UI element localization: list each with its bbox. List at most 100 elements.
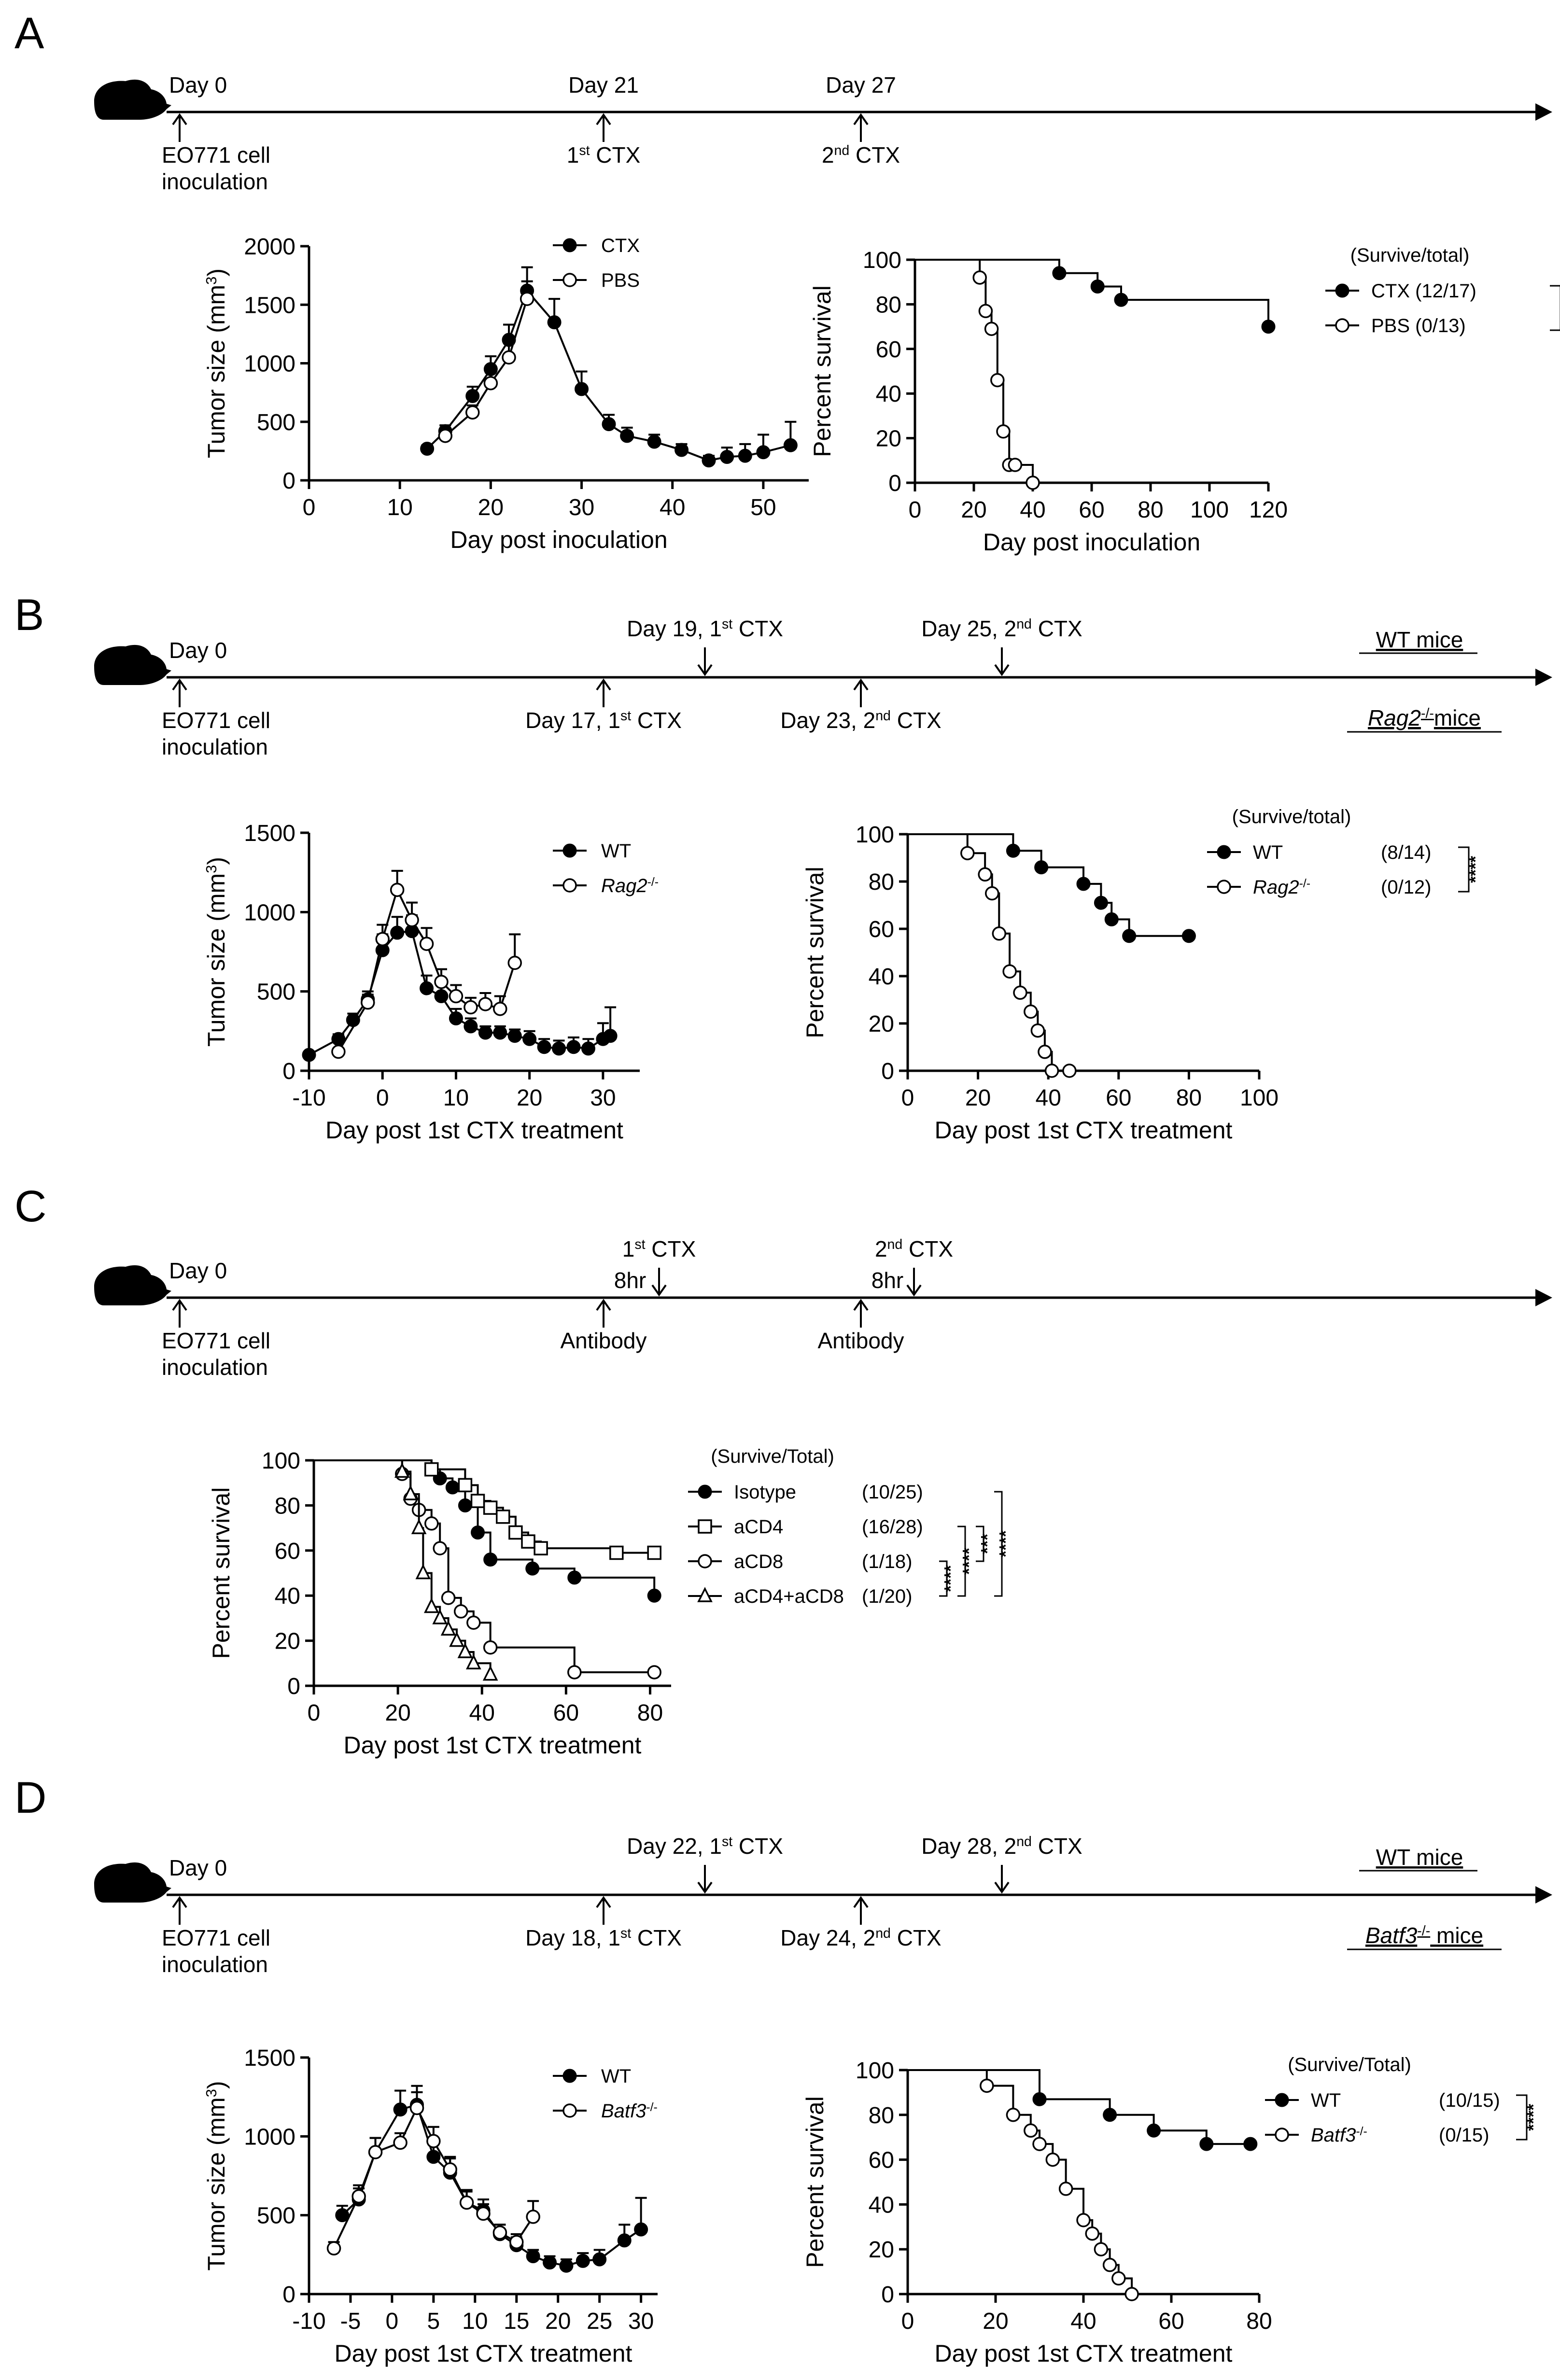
legend-marker [698, 1554, 712, 1568]
censor-mark [609, 1545, 624, 1560]
timeline-arrowhead [1535, 103, 1552, 121]
data-point [361, 995, 375, 1010]
significance-label: **** [1523, 2104, 1543, 2131]
censor-mark [482, 1665, 498, 1681]
y-tick-label: 100 [863, 248, 901, 273]
data-point [620, 429, 634, 443]
censor-mark [1104, 912, 1119, 926]
y-axis-label: Tumor size (mm3) [203, 2081, 230, 2270]
timeline-arrowhead [1535, 1886, 1552, 1904]
x-tick-label: 10 [387, 495, 412, 520]
legend-marker [697, 1587, 713, 1602]
series-pbs [438, 280, 534, 443]
data-point [603, 1029, 618, 1043]
data-point [483, 376, 498, 391]
data-point [375, 932, 390, 946]
x-tick-label: 30 [590, 1085, 616, 1111]
y-axis-label: Tumor size (mm3) [203, 268, 230, 458]
data-point [575, 382, 589, 396]
censor-mark [1062, 1064, 1077, 1078]
mouse-icon [94, 644, 171, 685]
group-label-top: WT mice [1376, 1845, 1463, 1870]
chart-d-1: -10 -5 0 5 10 15 20 25 30 0 500 1000 1500 Day post 1s… [203, 2045, 658, 2367]
censor-mark [440, 1620, 456, 1636]
data-point [393, 2102, 408, 2117]
x-tick-label: 0 [901, 1085, 914, 1111]
censor-mark [1147, 2123, 1161, 2138]
x-tick-label: 100 [1240, 1085, 1279, 1111]
censor-mark [1032, 2092, 1047, 2106]
y-tick-label: 60 [869, 917, 894, 942]
data-point [426, 2134, 441, 2148]
significance-label: **** [1557, 294, 1560, 322]
censor-mark [432, 1609, 448, 1624]
data-point [390, 882, 405, 897]
timeline-below-label-line2: inoculation [162, 1355, 268, 1380]
y-tick-label: 0 [282, 468, 295, 494]
data-point [420, 981, 434, 995]
y-tick-label: 0 [282, 2282, 295, 2308]
censor-mark [1181, 929, 1196, 943]
data-point [566, 1040, 581, 1054]
data-point [720, 450, 734, 464]
x-tick-label: -10 [292, 2309, 325, 2334]
data-point [559, 2258, 574, 2273]
censor-mark [1024, 2123, 1038, 2138]
y-tick-label: 60 [876, 337, 901, 363]
data-point [647, 434, 661, 449]
censor-mark [1045, 2152, 1060, 2167]
x-tick-label: 40 [1020, 497, 1045, 523]
data-point [449, 1011, 463, 1026]
y-tick-label: 0 [888, 471, 901, 496]
timeline-below-label: EO771 cell [162, 142, 270, 168]
timeline-above-label: Day 0 [169, 1258, 227, 1283]
legend-count: (1/20) [862, 1586, 913, 1607]
x-tick-label: 10 [443, 1085, 469, 1111]
x-tick-label: 0 [308, 1700, 321, 1726]
significance-bracket [1516, 2094, 1528, 2141]
x-tick-label: 60 [1106, 1085, 1131, 1111]
legend-count: (10/25) [862, 1482, 923, 1503]
legend-label: Rag2-/- [601, 875, 659, 896]
censor-mark [567, 1665, 582, 1680]
chart-a-2: 0 20 40 60 80 100 120 0 20 40 60 80 100 Day post inoc… [809, 245, 1560, 556]
panel-letter-b: B [14, 590, 44, 640]
data-point [783, 438, 798, 452]
timeline-up-arrowhead [853, 113, 869, 126]
data-point [409, 2100, 424, 2115]
x-tick-label: 60 [1079, 497, 1104, 523]
censor-mark [483, 1552, 498, 1567]
censor-mark [403, 1485, 419, 1500]
x-tick-label: 120 [1249, 497, 1288, 523]
censor-mark [458, 1498, 472, 1512]
censor-mark [525, 1561, 540, 1576]
legend-marker [698, 1484, 712, 1499]
censor-mark [1052, 266, 1067, 280]
significance-label: **** [996, 1530, 1015, 1557]
y-tick-label: 0 [881, 1059, 894, 1084]
survival-curve [314, 1459, 656, 1596]
data-point [390, 925, 405, 940]
y-tick-label: 100 [262, 1448, 300, 1474]
legend-label: CTX [601, 235, 640, 256]
legend-count: (0/15) [1439, 2125, 1490, 2146]
y-tick-label: 60 [869, 2148, 894, 2173]
censor-mark [647, 1665, 661, 1680]
data-point [465, 405, 480, 420]
data-point [617, 2233, 632, 2248]
x-tick-label: 0 [901, 2309, 914, 2334]
legend-header: (Survive/Total) [711, 1446, 834, 1467]
data-point [419, 937, 434, 951]
censor-mark [1032, 2137, 1047, 2151]
data-point [476, 2206, 491, 2221]
legend-label: Batf3-/- [601, 2100, 658, 2122]
data-point [426, 2150, 441, 2164]
x-tick-label: 40 [1036, 1085, 1061, 1111]
legend-header: (Survive/total) [1350, 245, 1470, 266]
significance-label: **** [1465, 856, 1485, 883]
censor-mark [1122, 929, 1137, 943]
timeline-below-label: 2nd CTX [822, 142, 900, 168]
legend-marker [1275, 2128, 1289, 2142]
